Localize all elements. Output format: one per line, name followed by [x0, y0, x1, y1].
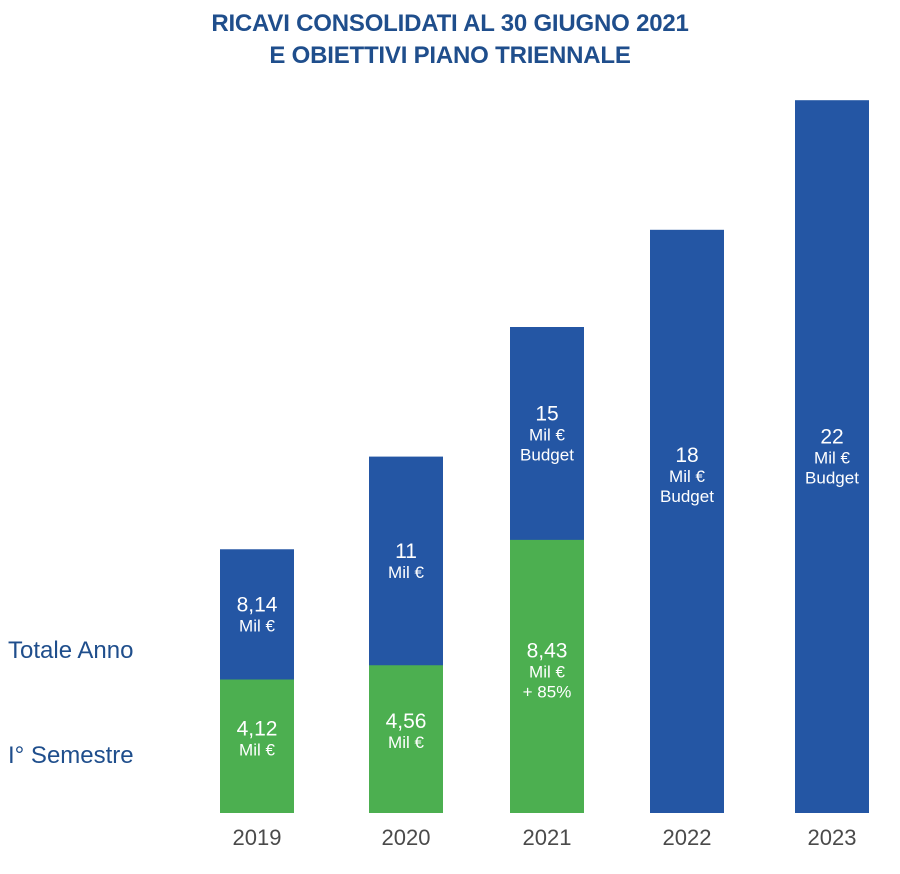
row-label-total: Totale Anno — [8, 637, 134, 664]
total-label-2021-line-1: 15 — [535, 402, 558, 425]
chart-title: RICAVI CONSOLIDATI AL 30 GIUGNO 2021 E O… — [0, 8, 900, 72]
semester-label-2019-line-2: Mil € — [239, 740, 275, 759]
total-label-2021-line-2: Mil € — [529, 425, 565, 444]
semester-label-2020-line-2: Mil € — [388, 733, 424, 752]
semester-label-2019-line-1: 4,12 — [237, 717, 278, 740]
total-label-2023-line-1: 22 — [820, 426, 843, 449]
x-tick-label-2019: 2019 — [233, 825, 282, 850]
bar-semester-2020 — [369, 665, 443, 813]
bar-semester-2021 — [510, 539, 584, 813]
bar-total-2023 — [795, 100, 869, 813]
total-label-2019-line-1: 8,14 — [237, 593, 278, 616]
semester-label-2020-line-1: 4,56 — [386, 710, 427, 733]
semester-label-2021-line-2: Mil € — [529, 662, 565, 681]
x-tick-label-2022: 2022 — [663, 825, 712, 850]
x-tick-label-2020: 2020 — [382, 825, 431, 850]
total-label-2022-line-3: Budget — [660, 487, 714, 506]
chart-title-line-1: RICAVI CONSOLIDATI AL 30 GIUGNO 2021 — [211, 10, 689, 37]
semester-label-2021-line-1: 8,43 — [527, 639, 568, 662]
total-label-2022-line-2: Mil € — [669, 467, 705, 486]
total-label-2023-line-3: Budget — [805, 469, 859, 488]
row-label-semester: I° Semestre — [8, 742, 134, 769]
total-label-2020-line-1: 11 — [395, 540, 417, 563]
bar-total-2022 — [650, 229, 724, 814]
x-tick-label-2023: 2023 — [808, 825, 857, 850]
chart-title-line-2: E OBIETTIVI PIANO TRIENNALE — [269, 42, 631, 69]
semester-label-2021-line-3: + 85% — [523, 682, 572, 701]
total-label-2022-line-1: 18 — [675, 444, 698, 467]
total-label-2023-line-2: Mil € — [814, 449, 850, 468]
x-tick-label-2021: 2021 — [523, 825, 572, 850]
total-label-2021-line-3: Budget — [520, 445, 574, 464]
total-label-2019-line-2: Mil € — [239, 616, 275, 635]
total-label-2020-line-2: Mil € — [388, 563, 424, 582]
bar-semester-2019 — [220, 679, 294, 813]
